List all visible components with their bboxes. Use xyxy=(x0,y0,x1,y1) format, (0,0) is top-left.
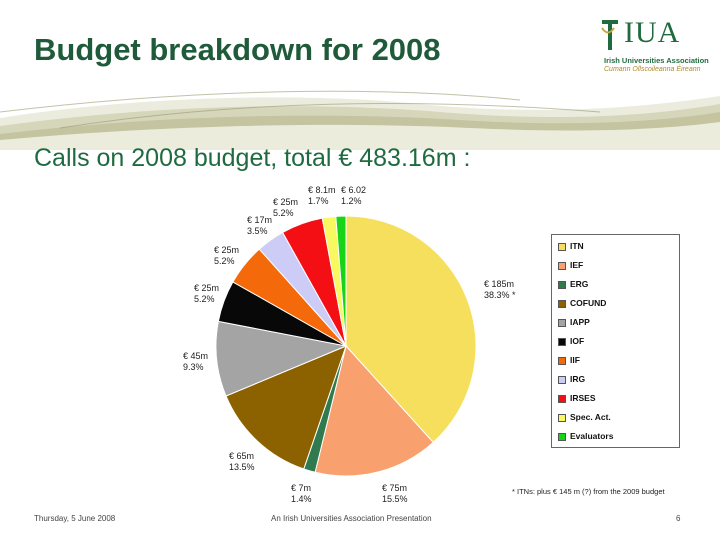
legend-item-cofund: COFUND xyxy=(558,298,606,310)
footnote: * ITNs: plus € 145 m (?) from the 2009 b… xyxy=(512,487,665,496)
label-spec-act: € 8.1m 1.7% xyxy=(308,185,336,207)
label-irg-amount: € 17m xyxy=(247,215,273,225)
legend-label-irses: IRSES xyxy=(570,393,596,403)
legend-swatch-itn xyxy=(558,242,566,251)
logo-wordmark: IUA xyxy=(624,16,681,49)
label-iof: € 25m 5.2% xyxy=(194,283,219,305)
legend-label-itn: ITN xyxy=(570,241,584,251)
header-decoration xyxy=(0,0,720,150)
legend-label-erg: ERG xyxy=(570,279,589,289)
legend-item-ief: IEF xyxy=(558,260,583,272)
legend-item-iapp: IAPP xyxy=(558,317,590,329)
label-spec-act-amount: € 8.1m xyxy=(308,185,336,195)
legend-item-iif: IIF xyxy=(558,355,580,367)
legend-swatch-erg xyxy=(558,280,566,289)
label-irses-percent: 5.2% xyxy=(273,208,294,218)
footer-date: Thursday, 5 June 2008 xyxy=(34,514,116,523)
pie-slice-ief xyxy=(314,344,434,477)
legend-swatch-irses xyxy=(558,394,566,403)
label-itn-amount: € 185m xyxy=(484,279,515,289)
legend-label-iof: IOF xyxy=(570,336,585,346)
pie-slice-itn xyxy=(345,215,477,444)
label-iof-amount: € 25m xyxy=(194,283,220,293)
label-evaluators: € 6.02 1.2% xyxy=(341,185,366,207)
legend-swatch-iof xyxy=(558,337,566,346)
legend-item-irg: IRG xyxy=(558,374,585,386)
legend-item-itn: ITN xyxy=(558,241,584,253)
label-evaluators-amount: € 6.02 xyxy=(341,185,367,195)
label-iif: € 25m 5.2% xyxy=(214,245,239,267)
legend-label-ief: IEF xyxy=(570,260,584,270)
label-evaluators-percent: 1.2% xyxy=(341,196,362,206)
legend-item-evaluators: Evaluators xyxy=(558,431,613,443)
legend-swatch-cofund xyxy=(558,299,566,308)
label-cofund-amount: € 65m xyxy=(229,451,255,461)
label-iapp-amount: € 45m xyxy=(183,351,209,361)
legend-item-spec-act: Spec. Act. xyxy=(558,412,611,424)
legend-label-spec-act: Spec. Act. xyxy=(570,412,611,422)
slide-title: Budget breakdown for 2008 xyxy=(34,32,441,67)
label-iif-percent: 5.2% xyxy=(214,256,235,266)
legend-swatch-irg xyxy=(558,375,566,384)
label-ief-amount: € 75m xyxy=(382,483,408,493)
pie-slice-cofund xyxy=(225,345,347,470)
label-cofund: € 65m 13.5% xyxy=(229,451,255,473)
label-itn-percent: 38.3% * xyxy=(484,290,516,300)
legend-swatch-ief xyxy=(558,261,566,270)
footer-presentation-name: An Irish Universities Association Presen… xyxy=(271,514,432,523)
label-itn: € 185m 38.3% * xyxy=(484,279,516,301)
label-irg: € 17m 3.5% xyxy=(247,215,272,237)
logo-subtitle-english: Irish Universities Association xyxy=(604,56,709,65)
page-number: 6 xyxy=(676,514,681,523)
legend-item-erg: ERG xyxy=(558,279,588,291)
label-cofund-percent: 13.5% xyxy=(229,462,255,472)
legend-item-iof: IOF xyxy=(558,336,584,348)
legend-swatch-iif xyxy=(558,356,566,365)
label-erg: € 7m 1.4% xyxy=(291,483,312,505)
label-iif-amount: € 25m xyxy=(214,245,240,255)
pie-slice-evaluators xyxy=(335,215,347,347)
slide-subtitle: Calls on 2008 budget, total € 483.16m : xyxy=(34,144,471,172)
label-iof-percent: 5.2% xyxy=(194,294,215,304)
label-irses-amount: € 25m xyxy=(273,197,299,207)
legend-label-evaluators: Evaluators xyxy=(570,431,614,441)
label-irg-percent: 3.5% xyxy=(247,226,268,236)
chart-legend: ITN IEF ERG COFUND IAPP IOF IIF IRG IRSE… xyxy=(551,234,680,448)
label-ief: € 75m 15.5% xyxy=(382,483,408,505)
legend-label-iapp: IAPP xyxy=(570,317,590,327)
legend-swatch-spec-act xyxy=(558,413,566,422)
pie-slices xyxy=(215,215,477,477)
legend-label-cofund: COFUND xyxy=(570,298,607,308)
iua-logo-icon xyxy=(601,20,618,50)
label-spec-act-percent: 1.7% xyxy=(308,196,329,206)
label-irses: € 25m 5.2% xyxy=(273,197,298,219)
legend-label-iif: IIF xyxy=(570,355,580,365)
legend-label-irg: IRG xyxy=(570,374,586,384)
label-erg-amount: € 7m xyxy=(291,483,312,493)
label-ief-percent: 15.5% xyxy=(382,494,408,504)
legend-swatch-iapp xyxy=(558,318,566,327)
legend-item-irses: IRSES xyxy=(558,393,596,405)
logo-subtitle-irish: Cumann Ollscoileanna Éireann xyxy=(604,66,701,73)
legend-swatch-evaluators xyxy=(558,432,566,441)
label-iapp: € 45m 9.3% xyxy=(183,351,208,373)
label-erg-percent: 1.4% xyxy=(291,494,312,504)
label-iapp-percent: 9.3% xyxy=(183,362,204,372)
